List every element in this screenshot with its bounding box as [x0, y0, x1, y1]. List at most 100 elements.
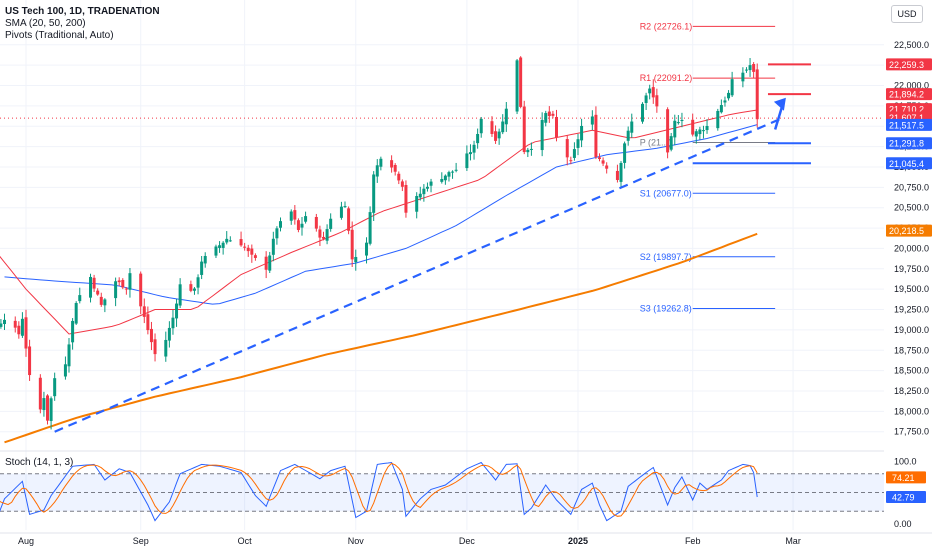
candle-body	[139, 273, 143, 307]
price-label-tag	[886, 118, 932, 131]
candle-body	[565, 139, 569, 158]
candle-body	[96, 290, 100, 295]
trendlines	[54, 63, 811, 433]
candle-body	[74, 303, 78, 324]
candle-body	[397, 173, 401, 181]
price-label-tag	[886, 224, 932, 237]
candle-body	[92, 277, 96, 289]
price-tick-label: 18,500.0	[894, 366, 929, 376]
price-label-tag	[886, 157, 932, 170]
pivot-label: P (21...)	[640, 138, 672, 148]
candle-body	[322, 236, 326, 239]
candle-body	[540, 119, 544, 151]
candle-body	[372, 174, 376, 213]
candle-body	[246, 247, 250, 252]
candle-body	[314, 216, 318, 229]
time-tick-label: Dec	[459, 536, 476, 546]
pivot-levels: R2 (22726.1) R1 (22091.2) P (21...) S1 (206…	[0, 21, 884, 313]
candle-body	[504, 108, 508, 125]
candle-body	[626, 130, 630, 141]
candle-body	[218, 245, 222, 248]
candle-body	[443, 175, 447, 181]
candle-body	[601, 160, 605, 164]
price-tick-label: 20,500.0	[894, 203, 929, 213]
candle-body	[641, 103, 645, 122]
candle-body	[24, 317, 28, 349]
stoch-indicator-label[interactable]: Stoch (14, 1, 3)	[5, 457, 74, 468]
candle-body	[375, 165, 379, 177]
candle-body	[494, 131, 498, 141]
pivot-label: S2 (19897.7)	[640, 252, 692, 262]
candle-body	[149, 328, 153, 343]
candle-body	[590, 116, 594, 125]
candle-body	[175, 303, 179, 319]
candle-body	[425, 186, 429, 189]
candle-body	[497, 131, 501, 139]
candle-body	[576, 139, 580, 148]
pivot-label: R2 (22726.1)	[640, 21, 693, 31]
candle-body	[655, 95, 659, 107]
candle-body	[196, 277, 200, 288]
sma-50-line	[4, 124, 758, 305]
candle-body	[515, 60, 519, 112]
candle-body	[200, 261, 204, 275]
candle-body	[719, 105, 723, 113]
candle-body	[89, 276, 93, 298]
candle-body	[698, 129, 702, 135]
candle-body	[2, 319, 6, 325]
stoch-value-tag	[886, 471, 926, 484]
candle-body	[300, 223, 304, 228]
candle-body	[691, 119, 695, 135]
candle-body	[415, 196, 419, 212]
candle-body	[146, 314, 150, 331]
stoch-value-text: 74.21	[892, 473, 915, 483]
candle-body	[644, 95, 648, 103]
candle-body	[701, 130, 705, 132]
price-label-text: 21,607.1	[889, 113, 924, 123]
candle-body	[418, 193, 422, 198]
candle-body	[325, 229, 329, 241]
pivots-indicator-label[interactable]: Pivots (Traditional, Auto)	[5, 30, 114, 41]
candle-body	[67, 344, 71, 367]
candle-body	[293, 210, 297, 220]
candle-body	[522, 106, 526, 153]
price-label-tag	[886, 137, 932, 150]
price-tick-label: 18,750.0	[894, 345, 929, 355]
currency-button[interactable]: USD	[891, 5, 923, 23]
time-tick-label: Aug	[18, 536, 34, 546]
candle-body	[164, 339, 168, 357]
stoch-tick-label: 100.0	[894, 456, 917, 466]
price-tick-label: 22,000.0	[894, 81, 929, 91]
candle-body	[239, 239, 243, 246]
candle-body	[476, 133, 480, 144]
price-tick-label: 18,000.0	[894, 406, 929, 416]
candle-body	[53, 378, 57, 397]
candle-body	[354, 256, 358, 263]
price-tick-label: 19,750.0	[894, 264, 929, 274]
candle-body	[99, 296, 103, 305]
candle-body	[490, 121, 494, 134]
time-tick-label: 2025	[568, 536, 588, 546]
candle-body	[114, 281, 118, 299]
candle-body	[192, 288, 196, 291]
candle-body	[393, 164, 397, 172]
candle-body	[117, 280, 121, 283]
candle-body	[501, 121, 505, 133]
candle-body	[390, 160, 394, 168]
candle-body	[727, 92, 731, 99]
candle-body	[547, 111, 551, 117]
candle-body	[46, 395, 50, 421]
candle-body	[440, 179, 444, 182]
sma-indicator-label[interactable]: SMA (20, 50, 200)	[5, 18, 86, 29]
stoch-d-line	[0, 462, 758, 517]
candle-body	[551, 113, 555, 116]
candlesticks	[0, 56, 759, 430]
candle-body	[78, 295, 82, 302]
price-label-text: 21,517.5	[889, 120, 924, 130]
candle-body	[648, 88, 652, 94]
candle-body	[705, 125, 709, 131]
candle-body	[451, 171, 455, 173]
candle-body	[694, 131, 698, 137]
candle-body	[121, 279, 125, 288]
